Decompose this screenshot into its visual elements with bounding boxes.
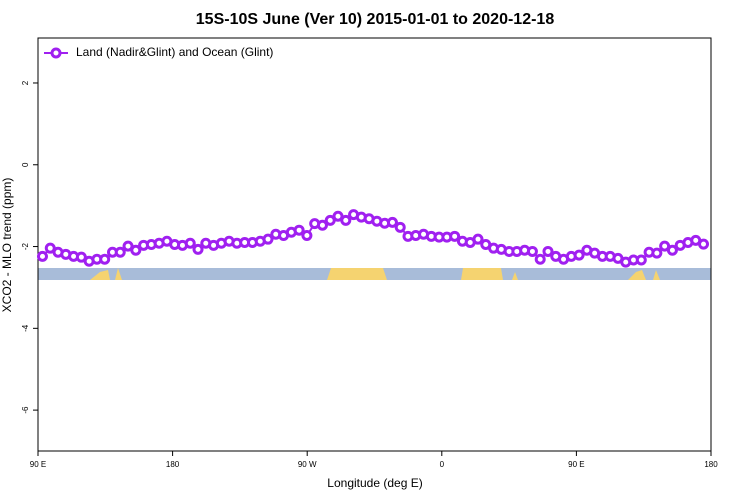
legend-marker <box>50 47 62 59</box>
data-point <box>386 216 398 228</box>
data-point <box>192 243 204 255</box>
data-point <box>130 244 142 256</box>
y-tick-label: 2 <box>21 80 30 85</box>
data-point <box>324 214 336 226</box>
data-point <box>316 219 328 231</box>
data-point <box>472 233 484 245</box>
data-point <box>301 230 313 242</box>
land-strip <box>327 268 387 280</box>
x-tick-label: 90 E <box>568 460 584 469</box>
data-point <box>44 242 56 254</box>
data-point <box>542 245 554 257</box>
data-point <box>394 221 406 233</box>
data-point <box>184 237 196 249</box>
legend-label: Land (Nadir&Glint) and Ocean (Glint) <box>76 45 273 59</box>
y-tick-label: 0 <box>21 162 30 167</box>
x-tick-label: 180 <box>166 460 180 469</box>
data-point <box>635 254 647 266</box>
x-tick-label: 90 E <box>30 460 46 469</box>
chart-title: 15S-10S June (Ver 10) 2015-01-01 to 2020… <box>196 11 555 28</box>
land-strip <box>461 268 503 280</box>
data-point <box>340 214 352 226</box>
data-point <box>262 233 274 245</box>
surface-strip <box>38 268 711 280</box>
land-strip <box>628 270 660 280</box>
data-point <box>526 245 538 257</box>
x-tick-label: 180 <box>704 460 718 469</box>
data-point <box>534 253 546 265</box>
data-point <box>293 224 305 236</box>
y-tick-label: -4 <box>21 324 30 332</box>
data-point <box>99 253 111 265</box>
plot-frame <box>37 37 712 452</box>
y-tick-label: -2 <box>21 242 30 250</box>
data-point <box>659 240 671 252</box>
data-point <box>573 249 585 261</box>
x-axis-label: Longitude (deg E) <box>327 476 422 490</box>
data-point <box>651 247 663 259</box>
data-point <box>36 250 48 262</box>
data-point <box>332 210 344 222</box>
data-point <box>666 244 678 256</box>
y-tick-label: -6 <box>21 406 30 414</box>
data-point <box>122 240 134 252</box>
y-axis-label: XCO2 - MLO trend (ppm) <box>0 178 14 313</box>
data-point <box>114 246 126 258</box>
x-tick-label: 0 <box>440 460 445 469</box>
data-point <box>75 251 87 263</box>
x-tick-label: 90 W <box>298 460 317 469</box>
data-point <box>698 238 710 250</box>
data-point <box>449 230 461 242</box>
